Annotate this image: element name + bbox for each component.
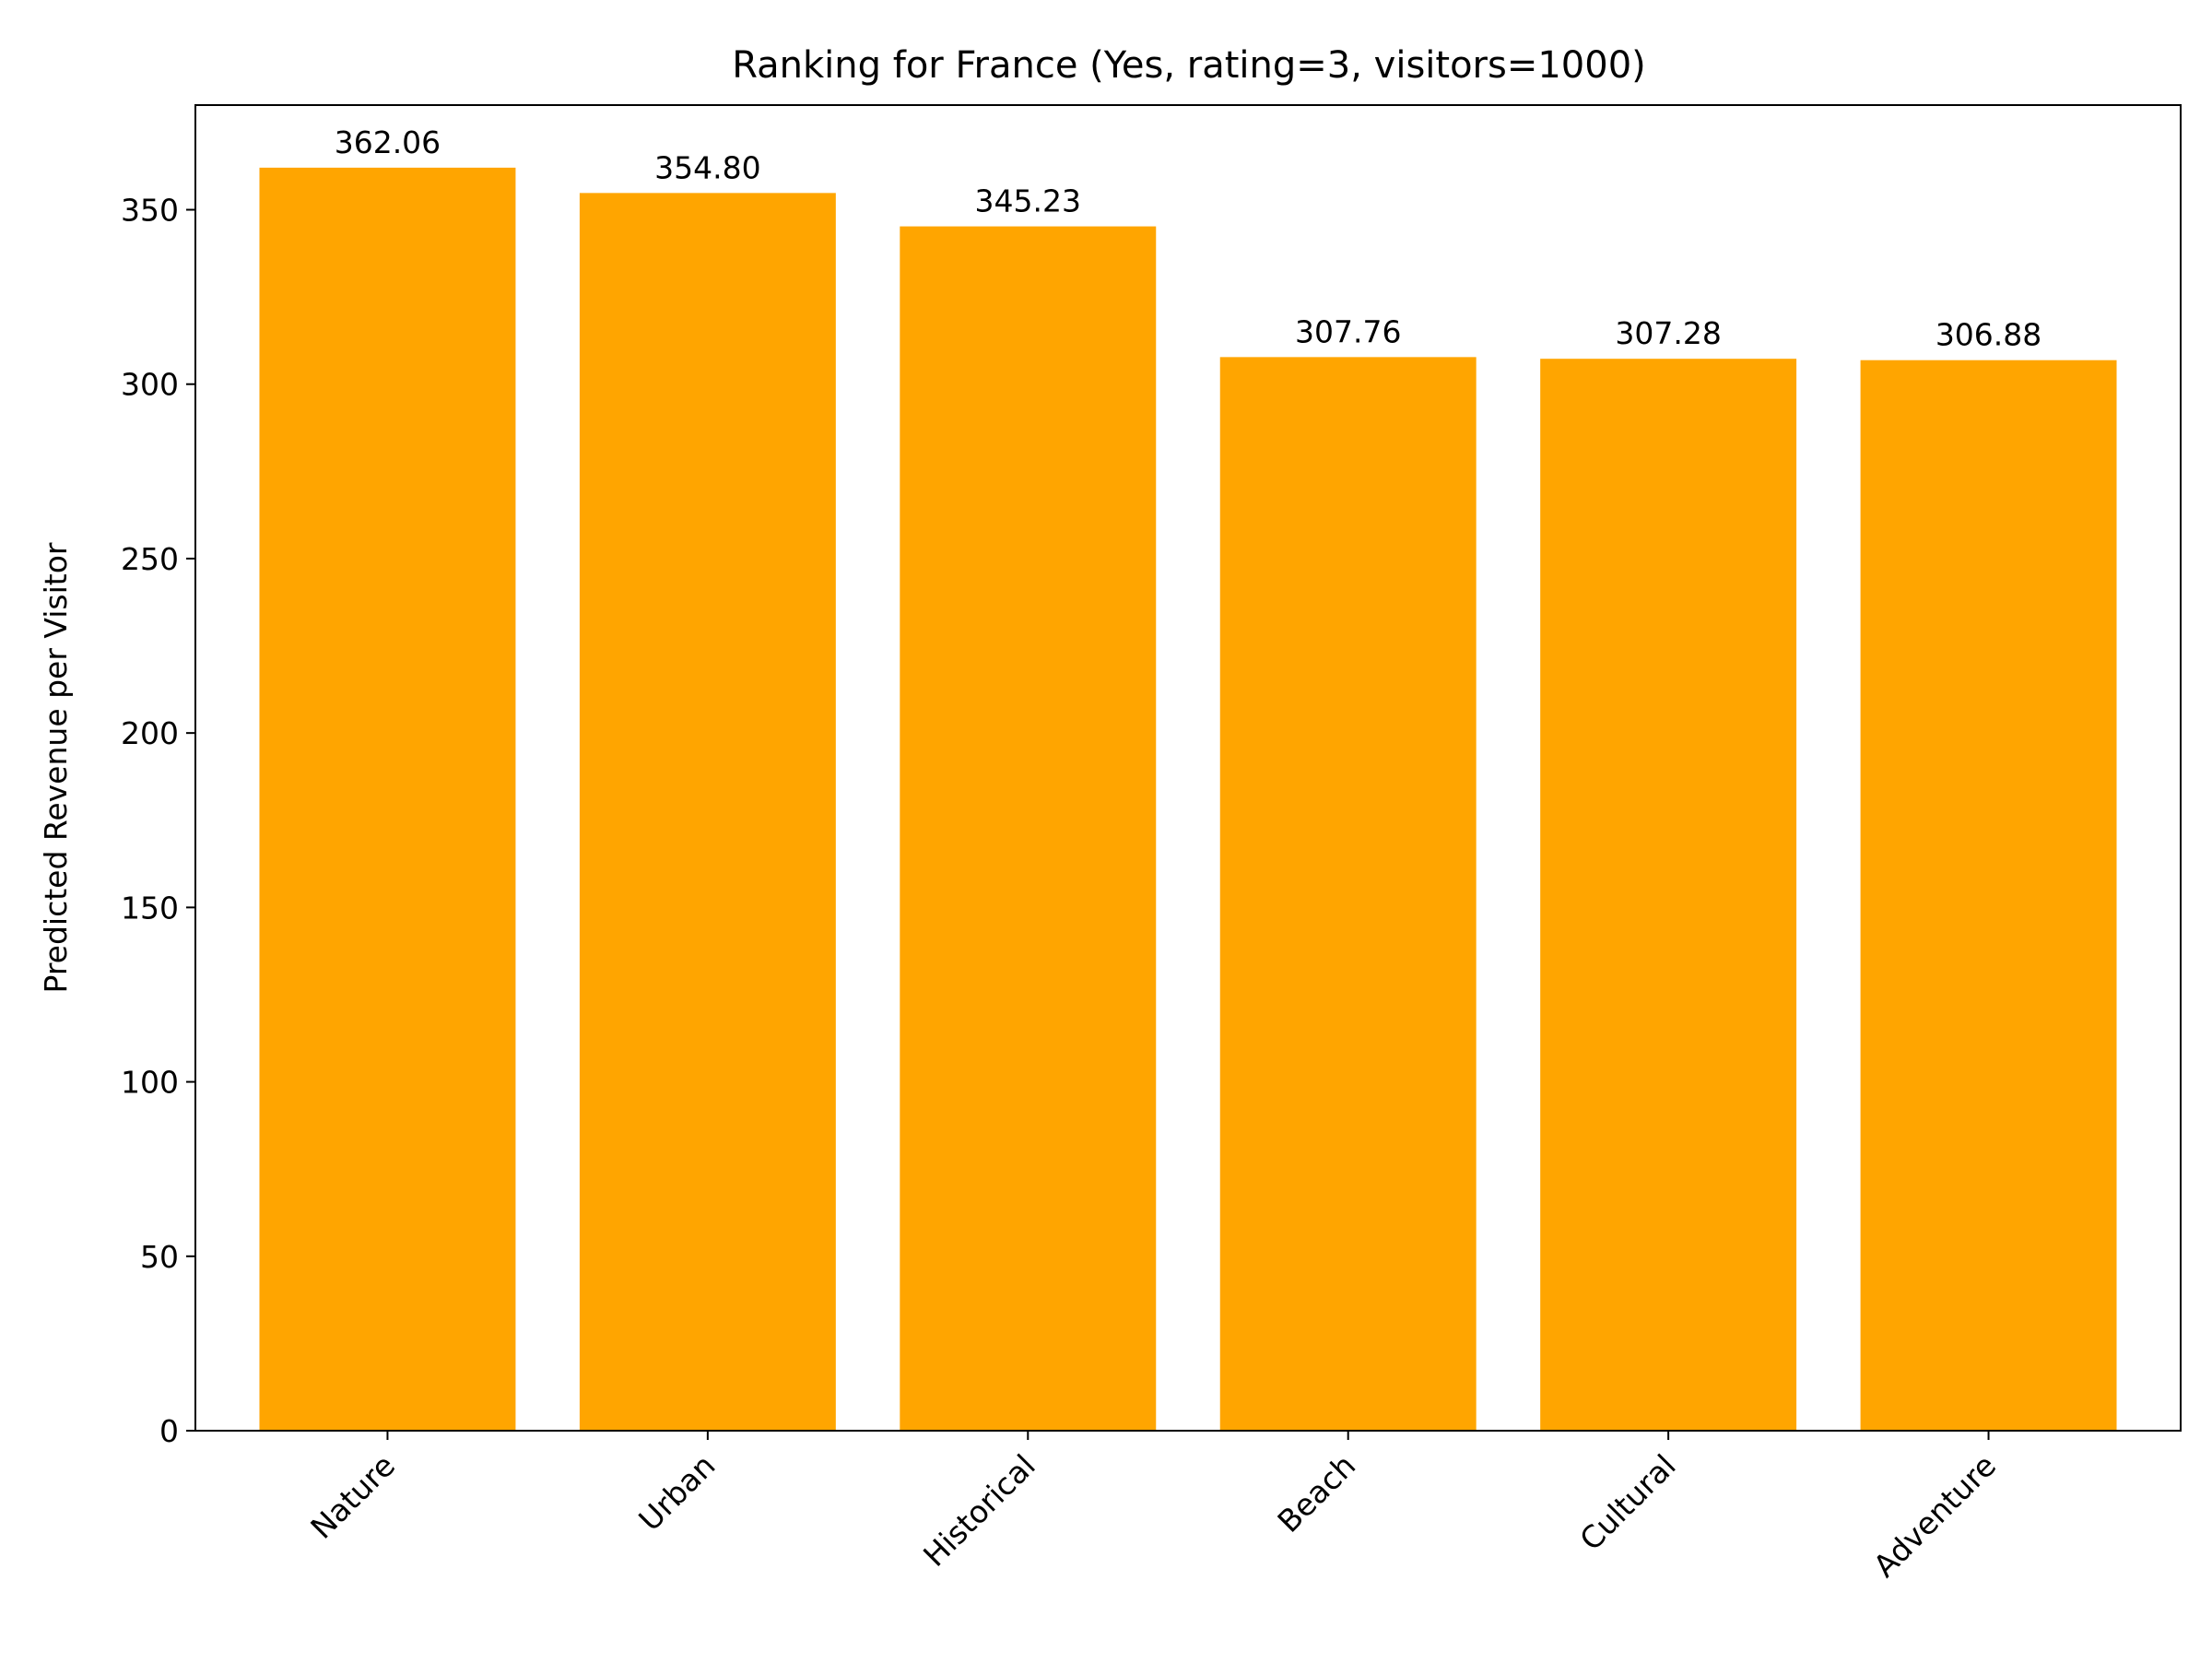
bar-value-label: 345.23 — [975, 183, 1081, 219]
y-axis: 0 50 100 150 200 250 300 350 — [121, 193, 195, 1449]
y-tick-label: 0 — [159, 1413, 179, 1449]
plot-frame — [194, 104, 2182, 1432]
bar-value-label: 362.06 — [335, 124, 441, 160]
bars-group — [259, 167, 2117, 1432]
bar-value-label: 307.76 — [1295, 313, 1401, 349]
bar-adventure — [1860, 360, 2117, 1432]
bar-urban — [579, 193, 836, 1432]
bar-value-label: 306.88 — [1936, 317, 2041, 353]
y-tick-label: 350 — [121, 193, 179, 229]
y-tick-label: 50 — [140, 1239, 179, 1275]
bar-nature — [259, 167, 516, 1432]
bar-value-label: 307.28 — [1615, 315, 1721, 351]
bar-labels-group: 362.06 354.80 345.23 307.76 307.28 306.88 — [335, 124, 2042, 353]
y-tick-label: 100 — [121, 1065, 179, 1101]
y-tick-label: 200 — [121, 715, 179, 751]
bar-cultural — [1540, 359, 1797, 1432]
chart-title: Ranking for France (Yes, rating=3, visit… — [732, 44, 1646, 87]
bar-beach — [1219, 357, 1477, 1432]
y-tick-label: 300 — [121, 367, 179, 403]
y-axis-label: Predicted Revenue per Visitor — [38, 542, 74, 993]
y-tick-label: 250 — [121, 541, 179, 577]
y-tick-label: 150 — [121, 890, 179, 926]
bar-value-label: 354.80 — [654, 149, 760, 185]
bar-historical — [900, 226, 1157, 1431]
